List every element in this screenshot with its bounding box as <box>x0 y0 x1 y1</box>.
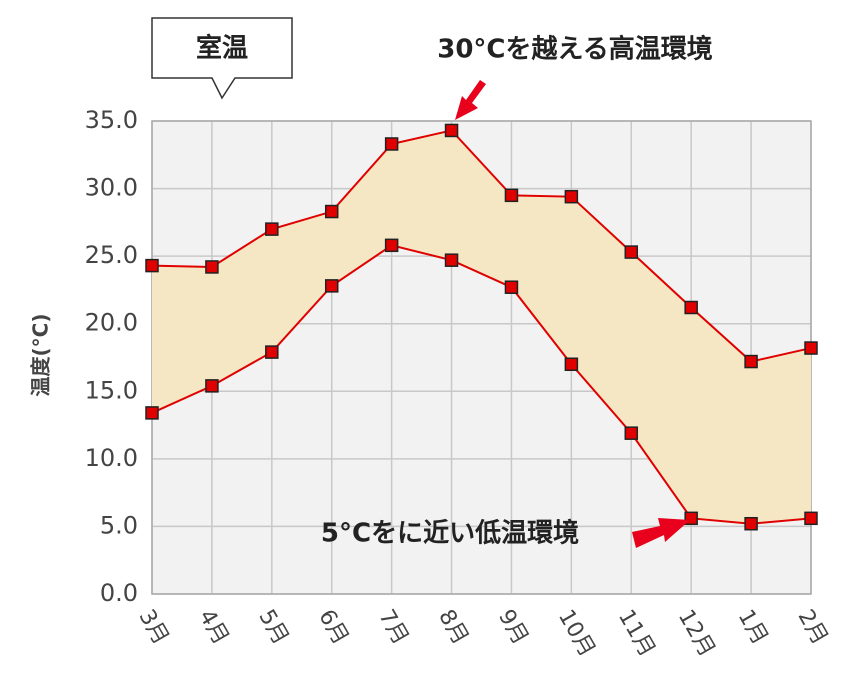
marker <box>744 516 758 531</box>
x-tick-label: 9月 <box>493 606 533 650</box>
x-tick-label: 8月 <box>433 606 473 650</box>
marker <box>324 279 339 293</box>
marker <box>145 406 159 420</box>
marker <box>564 189 579 204</box>
marker <box>205 379 219 393</box>
annotation: 5°Cをに近い低温環境 <box>321 518 579 549</box>
marker <box>504 280 519 294</box>
x-tick-label: 5月 <box>253 606 293 650</box>
marker <box>504 188 519 203</box>
arrow <box>632 518 690 548</box>
marker <box>804 341 818 355</box>
line <box>151 129 812 363</box>
y-tick-label: 25.0 <box>85 241 138 269</box>
x-tick-label: 6月 <box>313 606 353 650</box>
x-tick-label: 1月 <box>733 606 773 650</box>
marker <box>145 258 159 273</box>
marker <box>265 222 279 236</box>
marker <box>624 426 639 440</box>
x-tick-label: 11月 <box>613 606 660 662</box>
x-tick-label: 7月 <box>373 606 413 650</box>
marker <box>804 511 818 526</box>
arrow <box>455 80 486 120</box>
marker <box>384 238 399 253</box>
y-tick-label: 10.0 <box>85 444 138 472</box>
chart-title: 室温 <box>196 33 248 64</box>
marker <box>205 260 219 274</box>
x-tick-label: 10月 <box>553 606 600 662</box>
line <box>151 244 812 525</box>
y-tick-label: 0.0 <box>100 579 138 607</box>
x-tick-label: 4月 <box>194 606 234 650</box>
y-axis-label: 温度(°C) <box>29 314 53 397</box>
marker <box>265 345 279 359</box>
marker <box>564 357 579 372</box>
marker <box>324 204 339 219</box>
marker <box>684 300 698 315</box>
annotation: 30°Cを越える高温環境 <box>437 34 712 65</box>
marker <box>444 253 459 267</box>
y-tick-label: 15.0 <box>85 376 138 404</box>
marker <box>624 245 639 259</box>
x-tick-label: 2月 <box>793 606 833 650</box>
x-tick-label: 12月 <box>673 606 720 662</box>
y-tick-label: 30.0 <box>85 174 138 202</box>
y-tick-label: 5.0 <box>100 511 138 539</box>
marker <box>744 354 758 369</box>
y-tick-label: 35.0 <box>85 106 138 134</box>
y-tick-label: 20.0 <box>85 309 138 337</box>
marker <box>444 123 459 138</box>
range-area <box>152 130 811 524</box>
title-callout <box>151 17 293 100</box>
marker <box>384 137 399 151</box>
x-tick-label: 3月 <box>134 606 174 650</box>
